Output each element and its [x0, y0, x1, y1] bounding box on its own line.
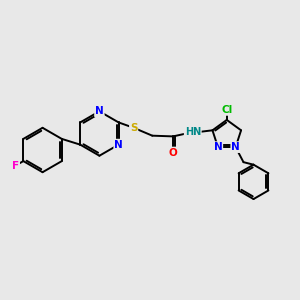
Text: HN: HN [184, 127, 201, 137]
Text: O: O [169, 148, 177, 158]
Text: N: N [231, 142, 240, 152]
Text: S: S [130, 123, 137, 133]
Text: N: N [114, 140, 123, 150]
Text: N: N [214, 142, 222, 152]
Text: F: F [12, 160, 19, 171]
Text: N: N [95, 106, 104, 116]
Text: Cl: Cl [221, 105, 232, 115]
